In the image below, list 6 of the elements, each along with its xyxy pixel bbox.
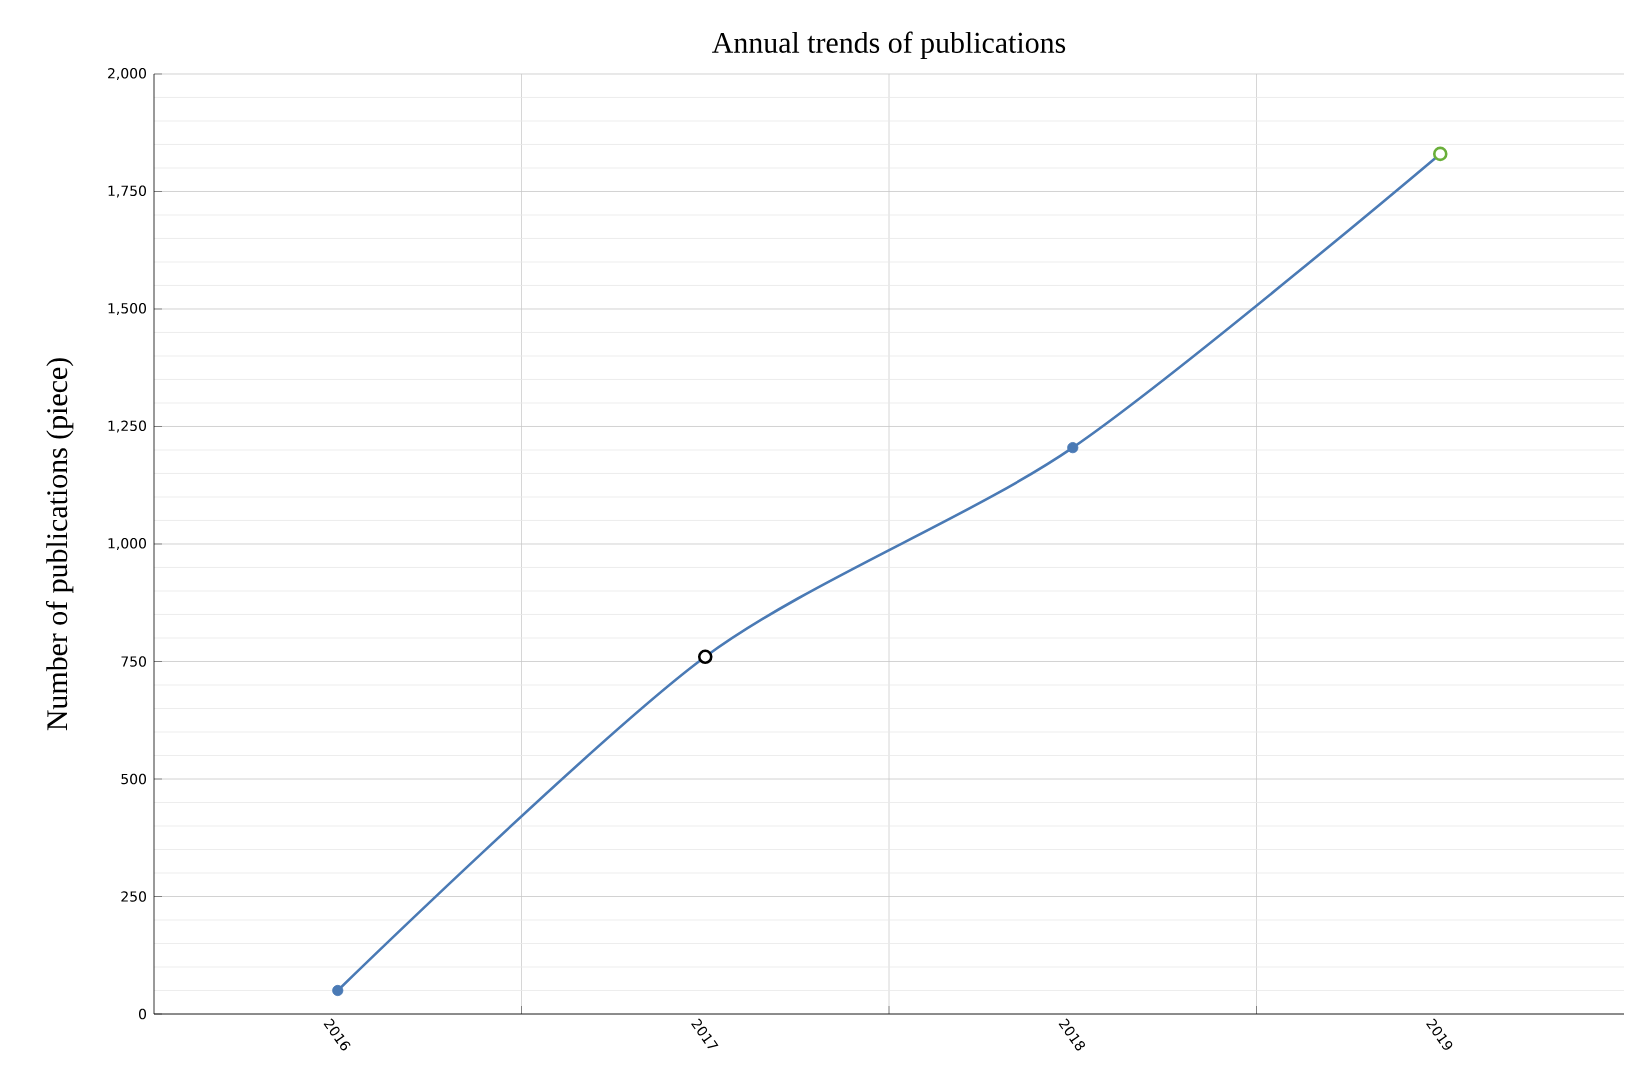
y-axis-title: Number of publications (piece) xyxy=(45,358,74,731)
point xyxy=(1067,442,1079,454)
point xyxy=(697,649,713,665)
point xyxy=(332,984,344,997)
chart-title: Annual trends of publications xyxy=(712,31,1066,60)
point xyxy=(1432,146,1448,162)
